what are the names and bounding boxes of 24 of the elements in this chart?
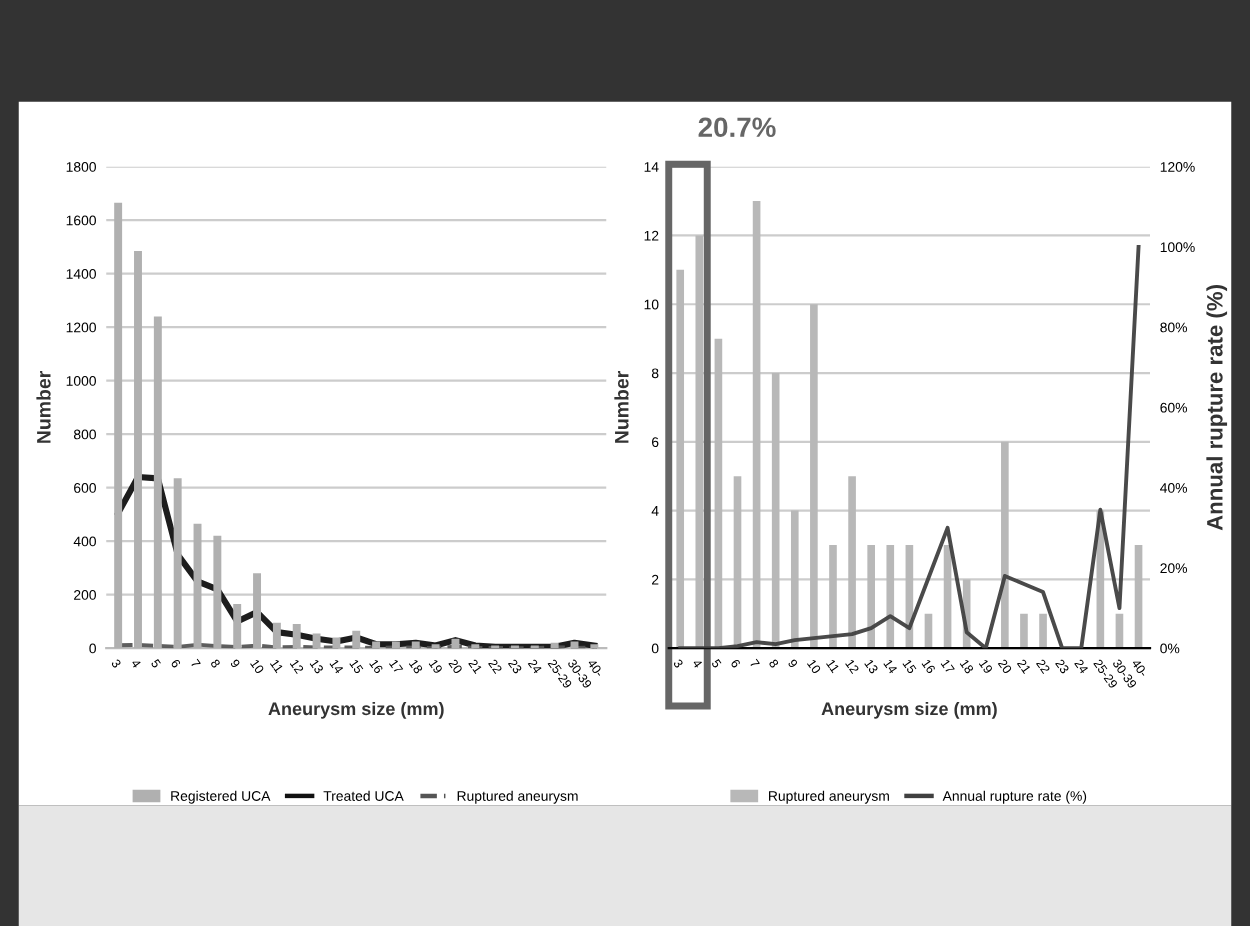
y2-axis-title: Annual rupture rate (%) [1206, 285, 1228, 531]
bar [848, 476, 856, 649]
bar [829, 545, 837, 649]
bar [790, 510, 799, 649]
y-axis-title: Number [614, 371, 629, 443]
line-series [678, 244, 1141, 649]
y-axis-title: Number [36, 371, 51, 443]
bar [733, 476, 742, 649]
bar [1134, 545, 1143, 649]
bar [810, 304, 818, 649]
bar [752, 201, 761, 649]
bar [550, 642, 559, 649]
bar [1001, 441, 1009, 649]
bar [886, 545, 895, 649]
bar [867, 545, 875, 649]
bar [771, 373, 780, 649]
bar [1020, 613, 1028, 649]
text: 20.7% [698, 117, 776, 138]
bar [695, 235, 704, 649]
bar [714, 338, 723, 649]
x-axis-title: Aneurysm size (mm) [268, 701, 444, 719]
x-axis-title: Aneurysm size (mm) [821, 701, 997, 719]
bar [676, 269, 685, 649]
bar [1039, 613, 1047, 649]
